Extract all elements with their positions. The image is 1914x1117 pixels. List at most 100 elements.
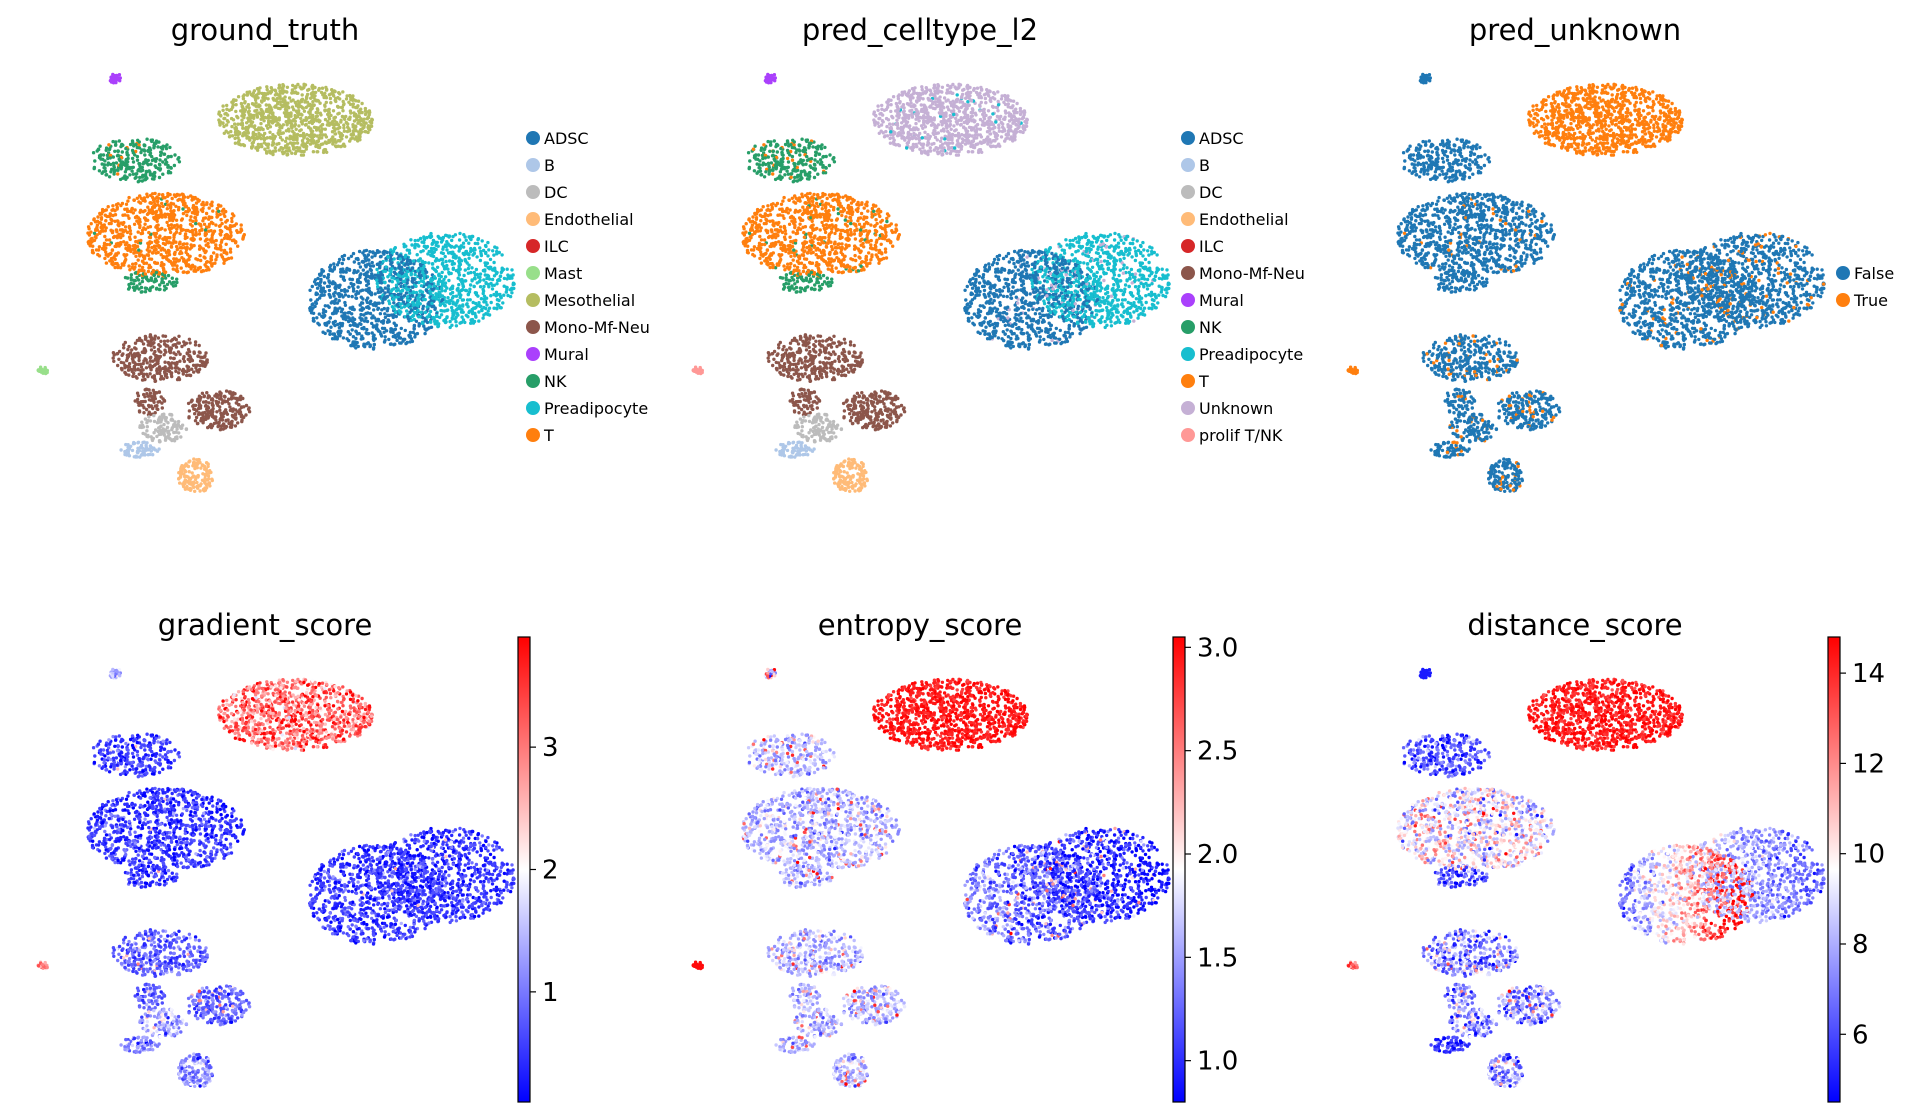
scatter-point [260, 144, 264, 149]
scatter-point [365, 342, 369, 346]
scatter-point [148, 391, 153, 395]
scatter-point [247, 90, 252, 94]
scatter-point [201, 415, 205, 419]
scatter-point [219, 229, 224, 233]
scatter-point [325, 284, 330, 289]
scatter-point [379, 277, 383, 281]
scatter-point [220, 418, 225, 422]
scatter-point [277, 116, 281, 120]
scatter-point [498, 306, 503, 310]
legend-label: B [544, 156, 555, 175]
legend-entry: Mono-Mf-Neu [526, 318, 650, 337]
scatter-point [179, 224, 183, 228]
scatter-point [142, 148, 146, 152]
scatter-point [145, 429, 149, 433]
scatter-point [386, 275, 390, 279]
scatter-point [180, 344, 184, 349]
scatter-point [322, 281, 327, 285]
scatter-point [400, 260, 404, 264]
scatter-point [165, 160, 169, 165]
scatter-point [219, 397, 223, 401]
scatter-point [115, 74, 119, 79]
scatter-point [146, 211, 151, 215]
scatter-point [161, 204, 165, 209]
scatter-point [143, 173, 148, 177]
scatter-point [159, 339, 163, 343]
scatter-point [206, 241, 210, 246]
scatter-point [411, 300, 415, 305]
scatter-point [347, 285, 351, 289]
scatter-point [142, 256, 147, 261]
scatter-point [174, 430, 178, 434]
scatter-point [333, 285, 338, 290]
scatter-point [185, 213, 189, 218]
scatter-point [196, 199, 201, 203]
scatter-point [116, 219, 120, 224]
scatter-point [393, 327, 398, 331]
scatter-point [419, 310, 423, 314]
scatter-point [445, 248, 449, 252]
scatter-point [182, 270, 186, 274]
scatter-point [144, 169, 149, 174]
scatter-point [342, 253, 347, 258]
scatter-point [104, 148, 108, 152]
scatter-point [200, 227, 204, 231]
scatter-point [299, 116, 303, 121]
scatter-point [112, 234, 117, 239]
scatter-point [138, 164, 142, 168]
scatter-point [366, 331, 371, 336]
scatter-point [389, 342, 393, 346]
scatter-point [114, 140, 118, 144]
legend-entry: Mesothelial [526, 291, 635, 310]
scatter-point [417, 324, 421, 328]
scatter-point [204, 260, 209, 264]
scatter-point [203, 354, 207, 358]
scatter-point [228, 391, 232, 395]
scatter-point [159, 377, 163, 381]
scatter-point [193, 412, 197, 416]
scatter-point [361, 268, 365, 272]
scatter-point [218, 408, 222, 412]
scatter-point [133, 271, 138, 275]
scatter-point [466, 271, 471, 275]
scatter-point [290, 151, 294, 155]
scatter-point [816, 160, 820, 164]
scatter-point [149, 257, 154, 261]
scatter-point [378, 260, 382, 264]
scatter-point [302, 85, 306, 90]
scatter-point [198, 363, 202, 368]
scatter-point [162, 353, 166, 357]
scatter-point [202, 222, 207, 226]
scatter-point [421, 294, 425, 298]
scatter-point [250, 141, 254, 145]
scatter-point [153, 404, 157, 408]
scatter-point [174, 218, 179, 222]
scatter-point [286, 149, 290, 153]
legend-entry: NK [526, 372, 567, 391]
scatter-point [271, 116, 275, 121]
scatter-point [406, 314, 410, 319]
scatter-point [124, 246, 128, 251]
scatter-point [205, 201, 209, 205]
scatter-point [455, 300, 459, 305]
scatter-point [190, 358, 195, 363]
scatter-point [207, 206, 211, 210]
scatter-point [268, 130, 272, 134]
scatter-point [375, 273, 379, 277]
scatter-point [262, 136, 266, 141]
scatter-point [359, 322, 363, 326]
scatter-point [141, 260, 145, 264]
scatter-point [218, 113, 223, 118]
scatter-point [131, 172, 136, 176]
scatter-point [422, 235, 426, 239]
scatter-point [104, 219, 108, 223]
scatter-point [354, 129, 358, 133]
scatter-point [436, 324, 441, 328]
scatter-point [111, 161, 116, 165]
scatter-point [348, 306, 352, 310]
scatter-point [126, 347, 130, 352]
scatter-point [222, 261, 226, 265]
scatter-point [325, 276, 330, 280]
scatter-point [107, 143, 111, 147]
scatter-point [98, 211, 102, 216]
